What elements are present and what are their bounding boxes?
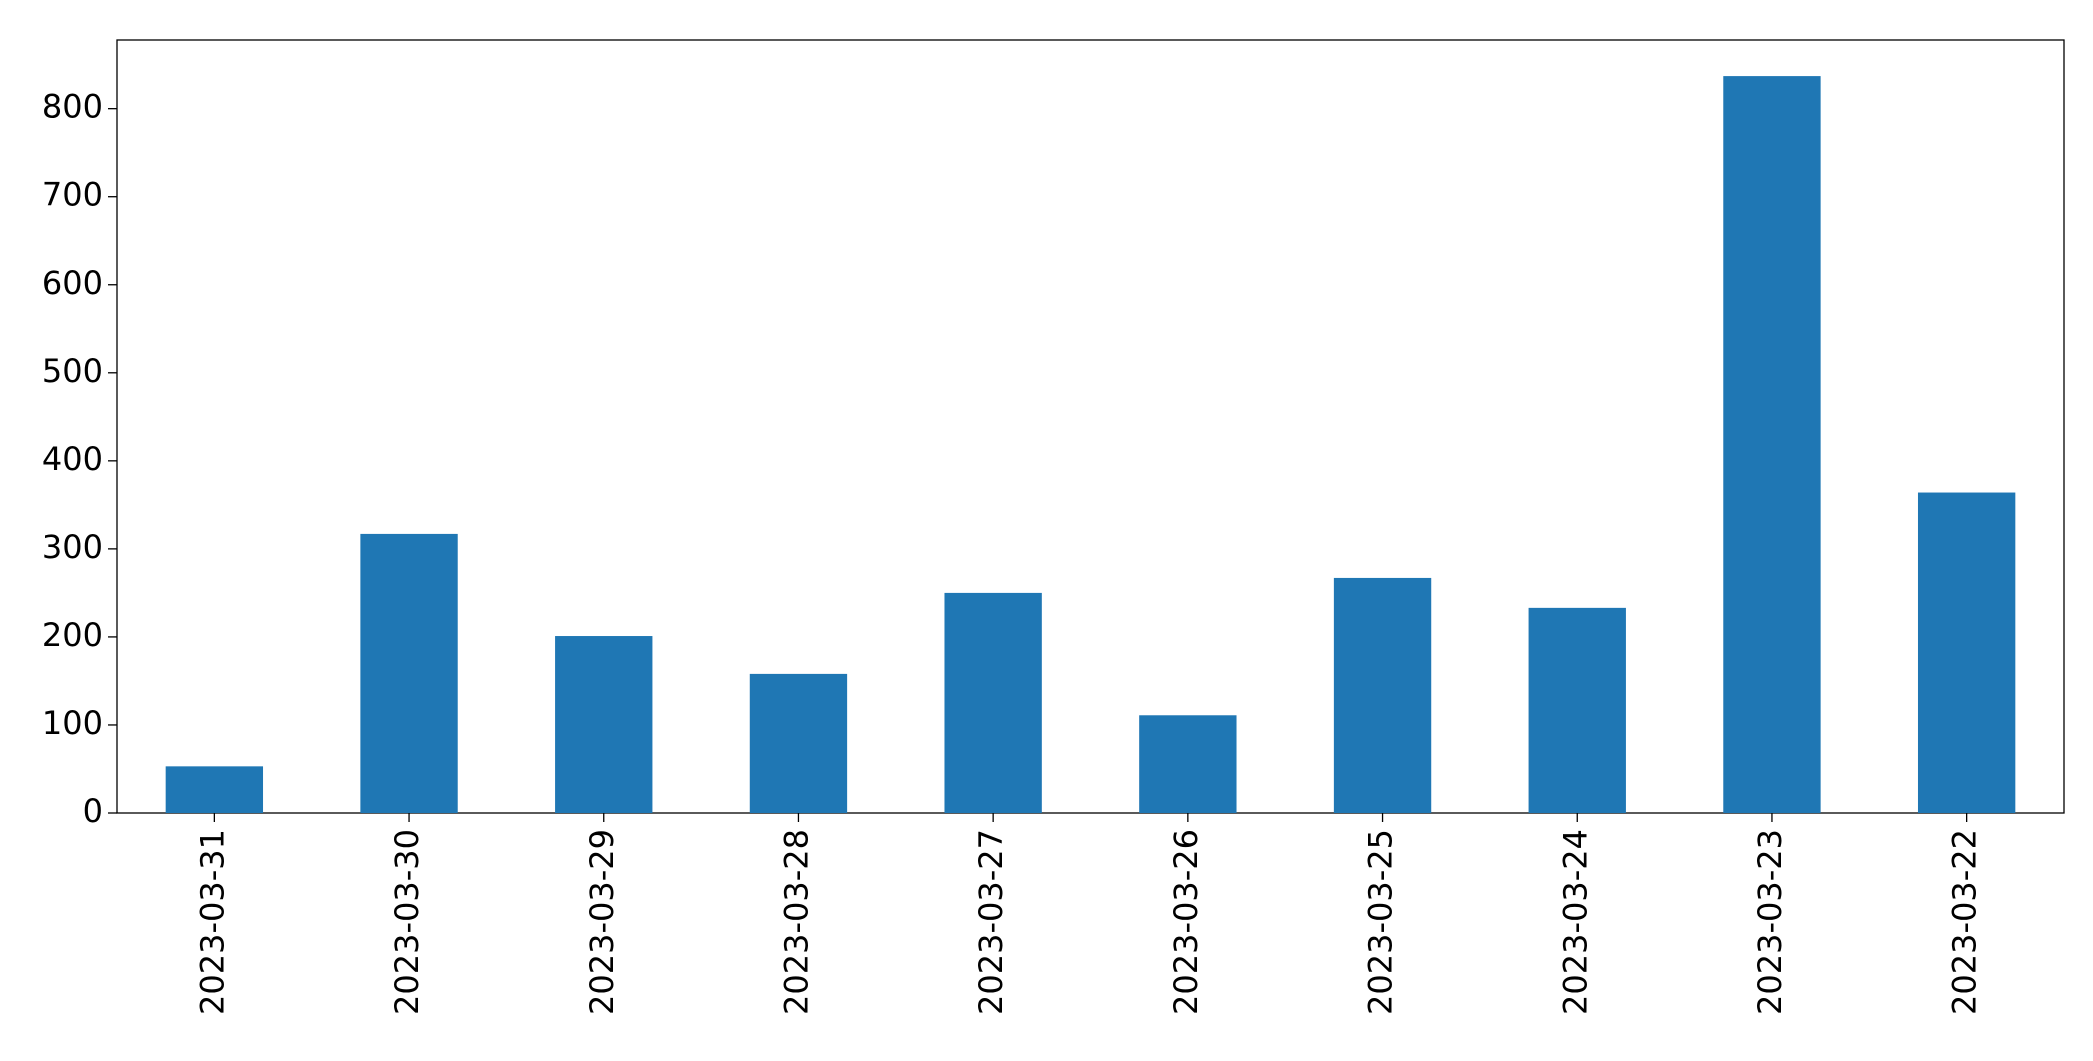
y-tick-label: 600 [42,264,103,302]
y-tick-label: 800 [42,88,103,126]
plot-frame [116,39,2065,814]
bar [165,766,264,813]
x-tick-label: 2023-03-28 [777,829,815,1015]
x-tick-label: 2023-03-26 [1167,829,1205,1015]
x-tick-label: 2023-03-22 [1946,829,1984,1015]
bar [1917,492,2016,813]
y-tick-label: 0 [83,792,103,830]
bar [1333,577,1432,813]
y-tick-label: 400 [42,440,103,478]
bar [1528,607,1626,813]
x-tick-label: 2023-03-27 [972,829,1010,1015]
x-tick-label: 2023-03-30 [388,829,426,1015]
y-tick-label: 100 [42,704,103,742]
bar [1723,76,1821,814]
x-tick-label: 2023-03-23 [1751,829,1789,1015]
y-tick-label: 500 [42,352,103,390]
bar [360,533,458,813]
bar [749,673,848,813]
x-tick-label: 2023-03-25 [1362,829,1400,1015]
y-tick-label: 200 [42,616,103,654]
bar [944,592,1042,813]
y-tick-label: 300 [42,528,103,566]
x-tick-label: 2023-03-31 [193,829,231,1015]
bar [1139,715,1237,813]
y-tick-label: 700 [42,176,103,214]
x-tick-label: 2023-03-24 [1556,829,1594,1015]
bar [555,636,653,813]
x-tick-label: 2023-03-29 [583,829,621,1015]
